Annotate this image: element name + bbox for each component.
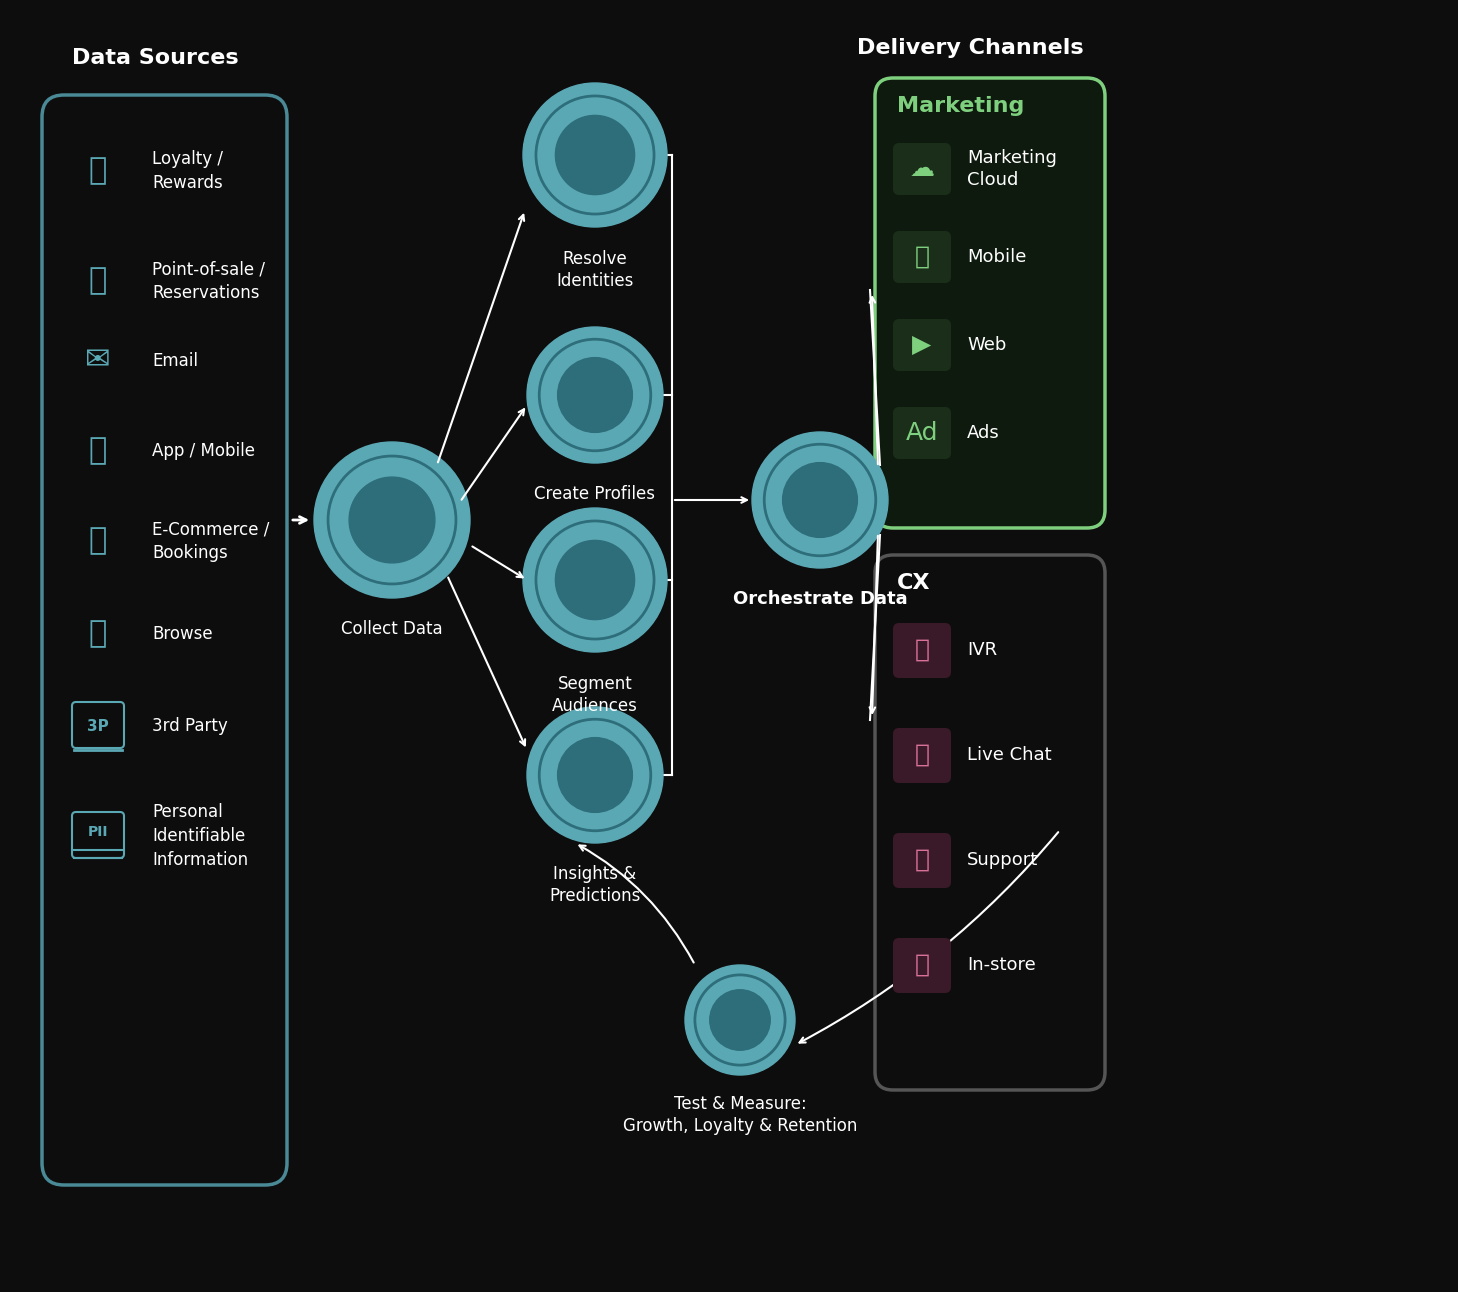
Text: 🛒: 🛒 [89, 527, 106, 556]
Text: Create Profiles: Create Profiles [535, 484, 656, 503]
FancyBboxPatch shape [892, 623, 951, 678]
Text: Segment
Audiences: Segment Audiences [553, 674, 639, 716]
Text: Live Chat: Live Chat [967, 745, 1051, 764]
Text: Collect Data: Collect Data [341, 620, 443, 638]
FancyBboxPatch shape [892, 231, 951, 283]
Text: 3P: 3P [87, 718, 109, 734]
Text: 📱: 📱 [914, 245, 930, 269]
Text: Resolve
Identities: Resolve Identities [557, 249, 634, 291]
Text: 📞: 📞 [914, 638, 930, 662]
Text: IVR: IVR [967, 641, 997, 659]
Text: Loyalty /
Rewards: Loyalty / Rewards [152, 150, 223, 191]
Text: Orchestrate Data: Orchestrate Data [733, 590, 907, 609]
Circle shape [557, 358, 633, 433]
Circle shape [555, 115, 634, 195]
Text: 🏷: 🏷 [89, 156, 106, 186]
Text: Insights &
Predictions: Insights & Predictions [550, 866, 640, 906]
Text: 🏪: 🏪 [914, 953, 930, 977]
Circle shape [555, 540, 634, 620]
Circle shape [557, 738, 633, 813]
Text: Web: Web [967, 336, 1006, 354]
Text: 🏪: 🏪 [89, 266, 106, 296]
Text: Email: Email [152, 351, 198, 370]
Text: 💻: 💻 [89, 619, 106, 649]
Text: Point-of-sale /
Reservations: Point-of-sale / Reservations [152, 260, 265, 302]
Circle shape [685, 965, 795, 1075]
Circle shape [523, 508, 666, 652]
Text: Mobile: Mobile [967, 248, 1026, 266]
Text: Data Sources: Data Sources [71, 48, 239, 68]
Text: ▶: ▶ [913, 333, 932, 357]
Text: Ads: Ads [967, 424, 1000, 442]
Text: Delivery Channels: Delivery Channels [857, 37, 1083, 58]
Text: ☁: ☁ [910, 158, 935, 181]
FancyBboxPatch shape [892, 727, 951, 783]
Text: Marketing: Marketing [897, 96, 1025, 116]
Text: E-Commerce /
Bookings: E-Commerce / Bookings [152, 521, 270, 562]
Circle shape [783, 463, 857, 537]
FancyBboxPatch shape [892, 833, 951, 888]
Text: 3rd Party: 3rd Party [152, 717, 227, 735]
Text: 🎧: 🎧 [914, 848, 930, 872]
FancyBboxPatch shape [892, 407, 951, 459]
Text: Ad: Ad [905, 421, 939, 444]
Circle shape [752, 432, 888, 568]
Text: App / Mobile: App / Mobile [152, 442, 255, 460]
Text: Support: Support [967, 851, 1038, 870]
Text: In-store: In-store [967, 956, 1035, 974]
Text: PII: PII [87, 826, 108, 839]
Text: Marketing
Cloud: Marketing Cloud [967, 149, 1057, 189]
Text: 💬: 💬 [914, 743, 930, 767]
Circle shape [710, 990, 770, 1050]
Text: Personal
Identifiable
Information: Personal Identifiable Information [152, 804, 248, 868]
Circle shape [526, 707, 663, 842]
Text: CX: CX [897, 572, 930, 593]
Text: Test & Measure:
Growth, Loyalty & Retention: Test & Measure: Growth, Loyalty & Retent… [623, 1096, 857, 1136]
FancyBboxPatch shape [892, 319, 951, 371]
FancyBboxPatch shape [892, 938, 951, 994]
Text: Browse: Browse [152, 625, 213, 643]
FancyBboxPatch shape [875, 78, 1105, 528]
Circle shape [313, 442, 469, 598]
FancyBboxPatch shape [892, 143, 951, 195]
Text: ✉: ✉ [85, 346, 111, 376]
Circle shape [348, 477, 434, 563]
Circle shape [526, 327, 663, 463]
Text: 📱: 📱 [89, 437, 106, 465]
Circle shape [523, 83, 666, 227]
